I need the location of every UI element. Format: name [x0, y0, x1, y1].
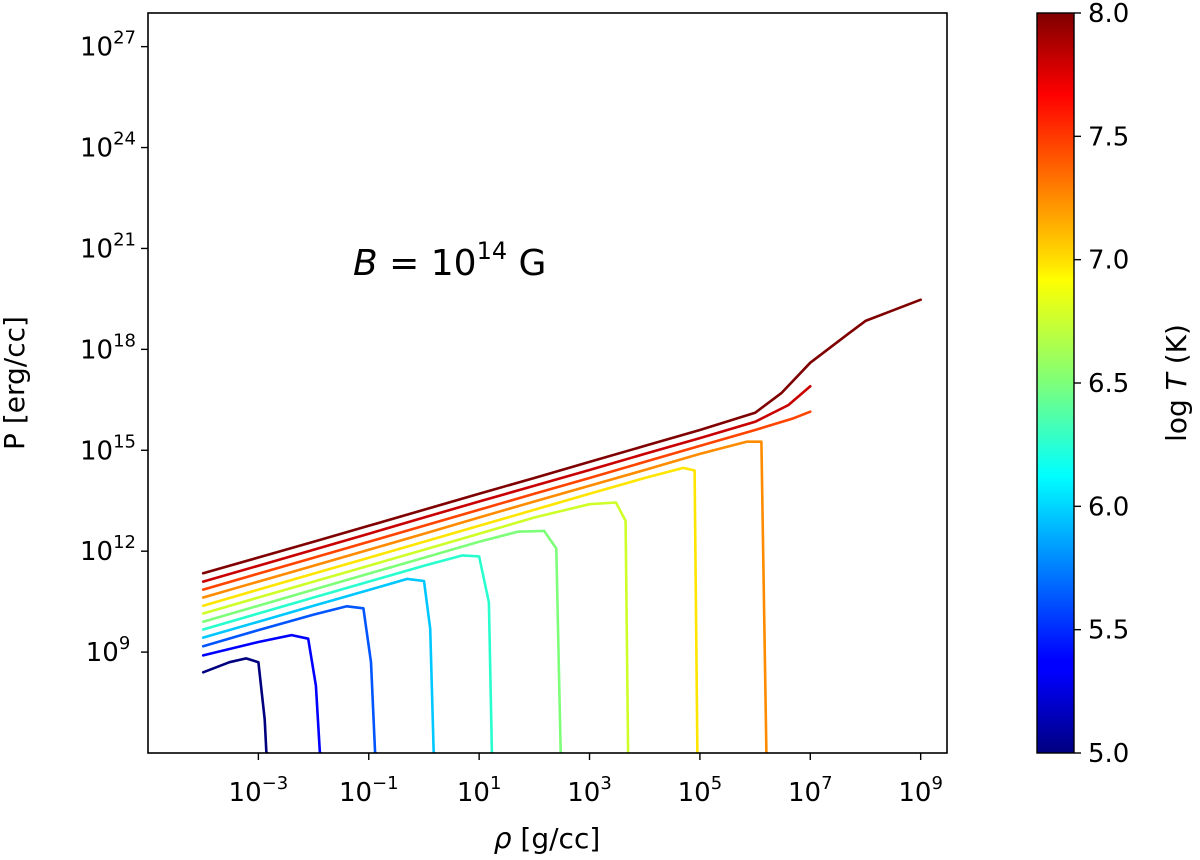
series-line-10: [201, 385, 812, 583]
x-tick-label-5: 107: [788, 773, 833, 808]
annotation-variable: B: [353, 243, 378, 284]
y-tick-label-1: 1012: [80, 532, 136, 567]
colorbar-label-var: T: [1160, 371, 1193, 390]
colorbar-tick-label-4: 7.0: [1088, 246, 1129, 276]
series-line-6: [201, 501, 630, 753]
y-tick-label-1-base: 10: [80, 537, 113, 567]
y-axis-label: P [erg/cc]: [0, 316, 31, 450]
x-tick-label-0: 10−3: [229, 773, 289, 808]
y-tick-label-4-base: 10: [80, 234, 113, 264]
x-axis-ticks: 10−3 10−1 101 103 105 107 109: [229, 753, 943, 808]
y-tick-label-5-exponent: 24: [113, 129, 136, 150]
series-line-2: [201, 605, 378, 753]
colorbar-label-prefix: log: [1160, 390, 1193, 442]
x-tick-label-4: 105: [678, 773, 723, 808]
x-axis-label: ρ [g/cc]: [494, 822, 601, 855]
series-line-1: [201, 633, 323, 753]
y-tick-label-5-base: 10: [80, 134, 113, 164]
x-tick-label-6: 109: [898, 773, 943, 808]
y-tick-label-4-exponent: 21: [113, 229, 136, 250]
series-line-5: [201, 529, 563, 753]
x-tick-label-2: 101: [457, 773, 502, 808]
y-tick-label-2-exponent: 15: [113, 431, 136, 452]
annotation-unit: G: [507, 243, 546, 284]
y-tick-label-0: 109: [86, 633, 131, 668]
colorbar-tick-label-0: 5.0: [1088, 739, 1129, 769]
y-tick-label-4: 1021: [80, 229, 136, 264]
annotation-exponent: 14: [477, 237, 508, 265]
x-tick-label-3-base: 10: [567, 778, 600, 808]
series-line-7: [201, 466, 700, 753]
y-tick-label-0-exponent: 9: [119, 633, 130, 654]
series-line-8: [201, 440, 769, 753]
x-tick-label-2-exponent: 1: [490, 773, 501, 794]
y-tick-label-3-exponent: 18: [113, 330, 136, 351]
y-tick-label-2-base: 10: [80, 436, 113, 466]
colorbar-tick-label-2: 6.0: [1088, 492, 1129, 522]
colorbar: 5.0 5.5 6.0 6.5 7.0 7.5 8.0 log T (K): [1036, 0, 1193, 769]
y-tick-label-0-base: 10: [86, 638, 119, 668]
x-tick-label-2-base: 10: [457, 778, 490, 808]
colorbar-ticks: 5.0 5.5 6.0 6.5 7.0 7.5 8.0: [1074, 0, 1129, 769]
series-line-3: [201, 577, 436, 753]
colorbar-tick-label-3: 6.5: [1088, 369, 1129, 399]
colorbar-tick-label-1: 5.5: [1088, 616, 1129, 646]
series-line-9: [201, 410, 812, 591]
y-tick-label-6: 1027: [80, 28, 136, 63]
x-tick-label-3: 103: [567, 773, 612, 808]
y-tick-label-5: 1024: [80, 129, 136, 164]
x-tick-label-5-exponent: 7: [821, 773, 832, 794]
annotation: B = 1014 G: [353, 237, 546, 284]
series-line-0: [201, 657, 269, 753]
x-tick-label-3-exponent: 3: [600, 773, 611, 794]
x-tick-label-1-base: 10: [339, 778, 372, 808]
y-tick-label-1-exponent: 12: [113, 532, 136, 553]
y-tick-label-6-base: 10: [80, 33, 113, 63]
x-tick-label-1-exponent: −1: [372, 773, 399, 794]
series-layer: [201, 298, 922, 753]
y-tick-label-6-exponent: 27: [113, 28, 136, 49]
y-tick-label-3: 1018: [80, 330, 136, 365]
x-tick-label-0-base: 10: [229, 778, 262, 808]
colorbar-tick-label-6: 8.0: [1088, 0, 1129, 29]
x-tick-label-4-exponent: 5: [711, 773, 722, 794]
x-tick-label-6-exponent: 9: [931, 773, 942, 794]
plot-area: 10−3 10−1 101 103 105 107 109 1091012101510181…: [0, 12, 948, 855]
colorbar-label: log T (K): [1160, 324, 1193, 442]
series-line-11: [201, 298, 922, 575]
y-tick-label-3-base: 10: [80, 335, 113, 365]
x-tick-label-0-exponent: −3: [262, 773, 289, 794]
colorbar-gradient: [1036, 12, 1075, 754]
x-axis-label-unit: [g/cc]: [512, 822, 601, 855]
colorbar-tick-label-5: 7.5: [1088, 122, 1129, 152]
annotation-equals: = 10: [378, 243, 477, 284]
colorbar-label-suffix: (K): [1160, 324, 1193, 373]
y-tick-label-2: 1015: [80, 431, 136, 466]
plot-frame: [147, 12, 948, 754]
x-tick-label-1: 10−1: [339, 773, 399, 808]
x-tick-label-4-base: 10: [678, 778, 711, 808]
x-tick-label-5-base: 10: [788, 778, 821, 808]
series-line-4: [201, 554, 494, 753]
x-tick-label-6-base: 10: [898, 778, 931, 808]
x-axis-label-symbol: ρ: [494, 822, 512, 855]
